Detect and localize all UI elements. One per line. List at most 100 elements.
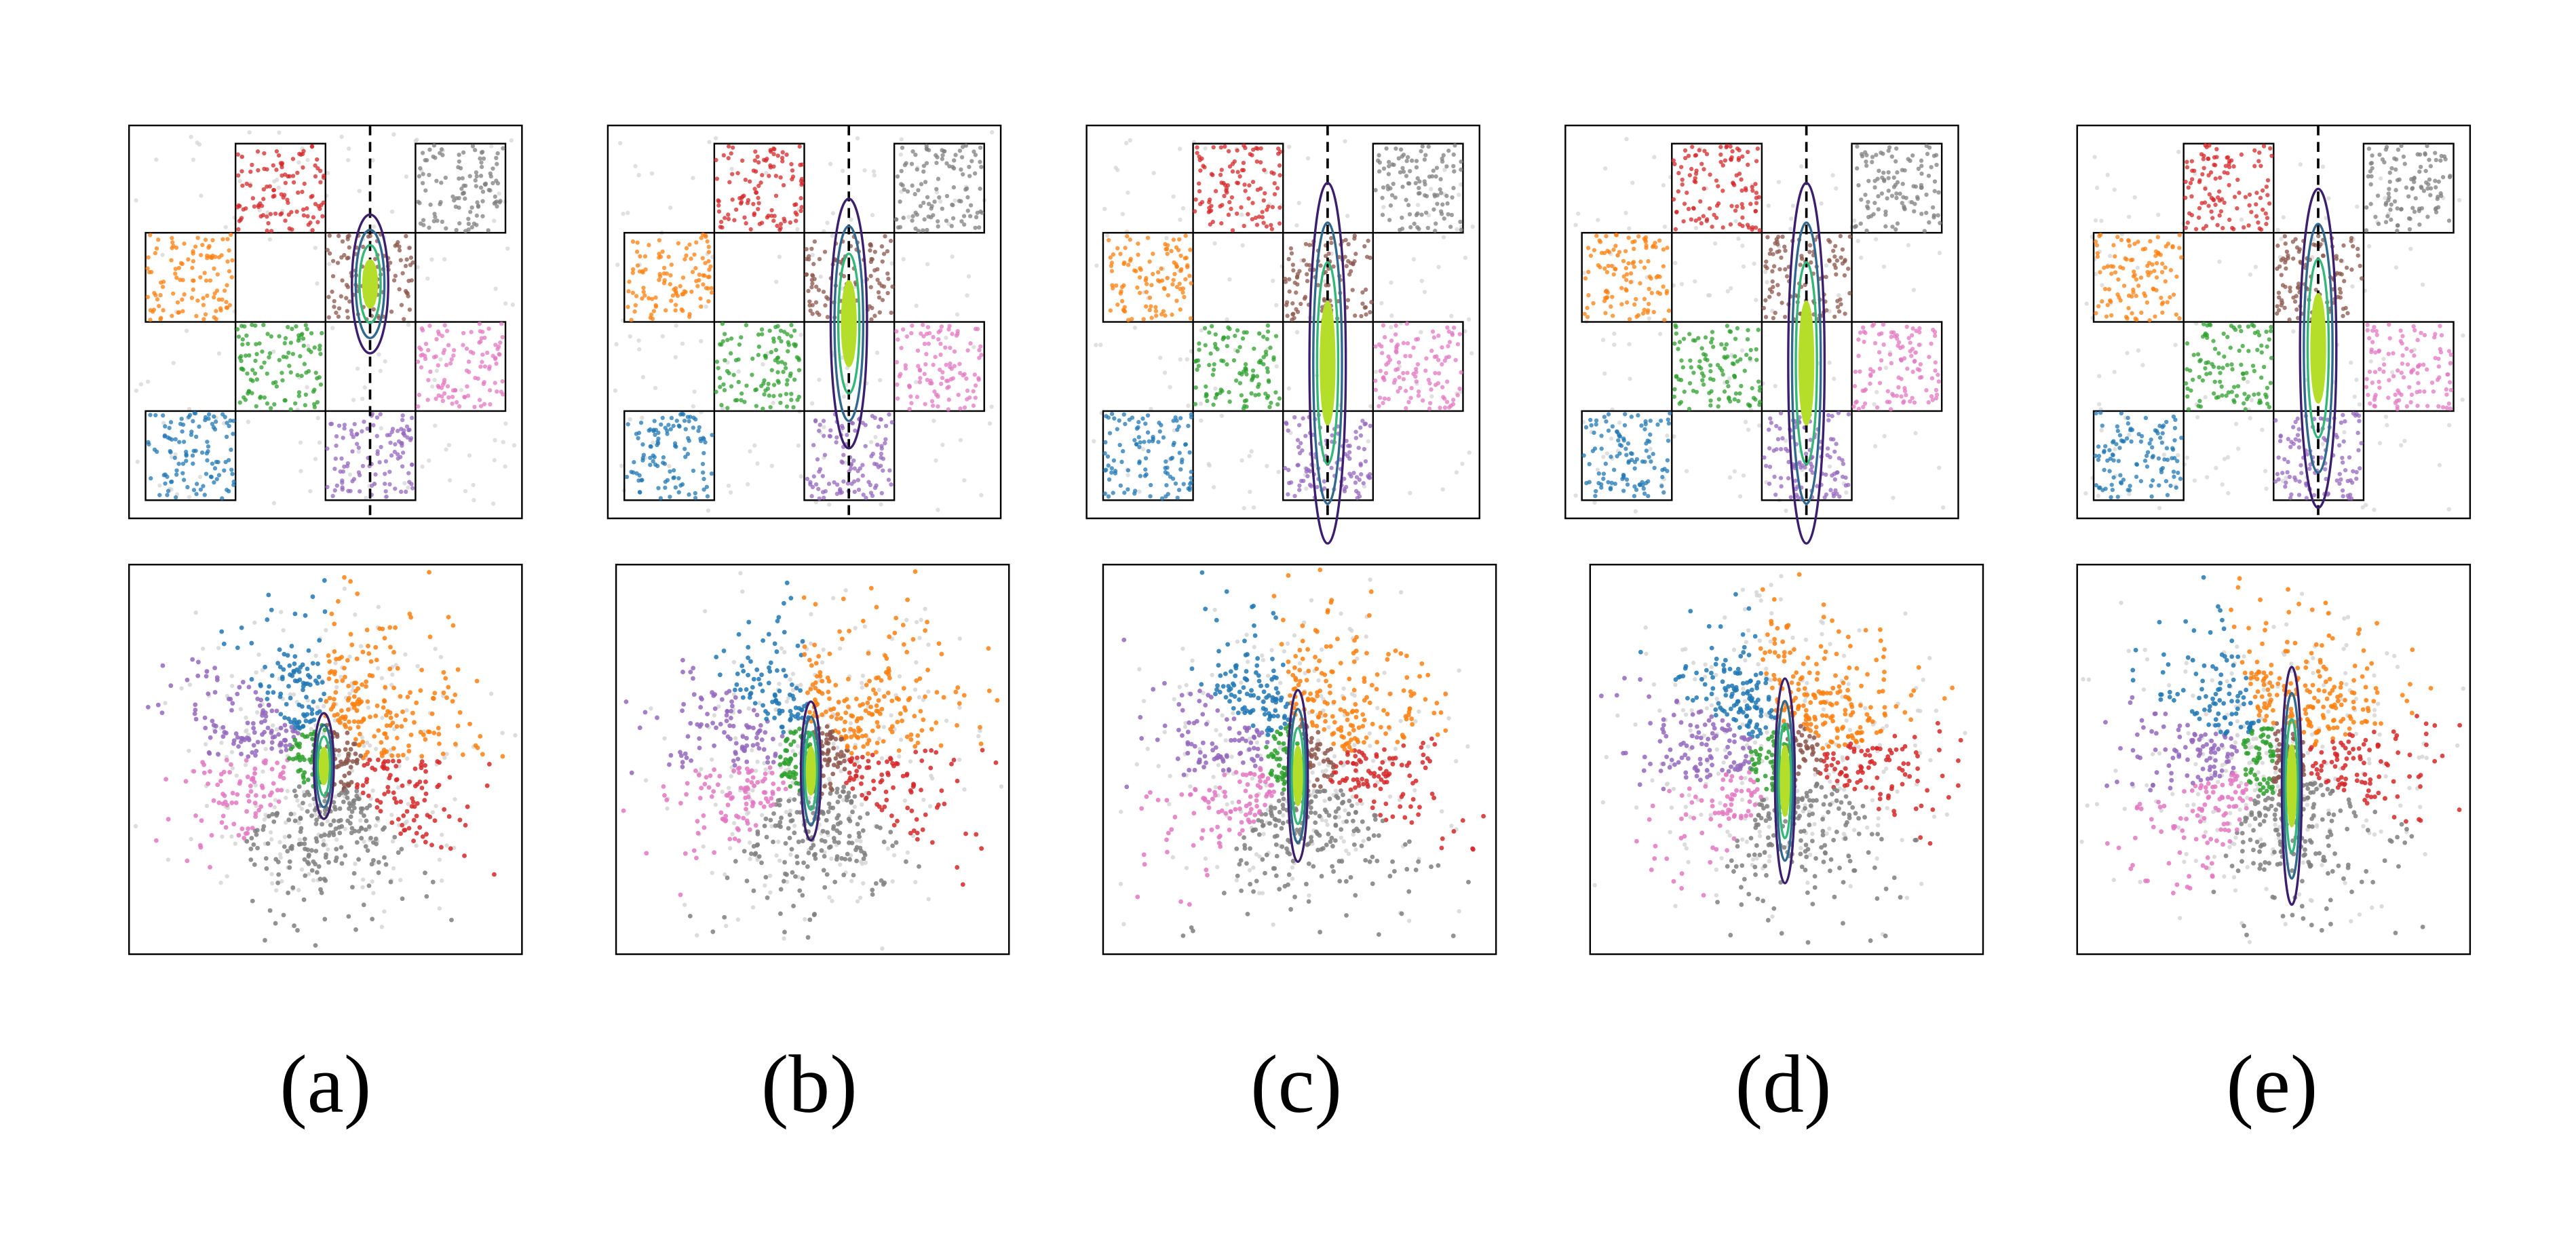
sample-point — [1178, 467, 1183, 472]
background-point — [1381, 205, 1386, 210]
background-point — [615, 263, 620, 267]
background-point — [691, 176, 695, 180]
sample-point — [225, 487, 229, 493]
sample-point — [1329, 465, 1334, 470]
sample-point — [1368, 471, 1372, 477]
sample-point — [678, 284, 683, 288]
sample-point — [775, 153, 780, 158]
sample-point — [799, 208, 803, 214]
sample-point — [2174, 312, 2178, 317]
sample-point — [1183, 442, 1189, 447]
sample-point — [1357, 494, 1362, 499]
sample-point — [2096, 304, 2101, 309]
sample-point — [1188, 316, 1193, 321]
sample-point — [1753, 209, 1758, 214]
sample-point — [299, 152, 303, 157]
sample-point — [241, 367, 246, 372]
sample-point — [1277, 163, 1282, 168]
sample-point — [827, 433, 832, 438]
sample-point — [2448, 174, 2453, 178]
background-point — [2140, 363, 2145, 368]
sample-point — [1895, 170, 1900, 175]
sample-point — [2448, 387, 2454, 393]
sample-point — [1383, 370, 1389, 376]
sample-point — [2095, 251, 2100, 256]
sample-point — [1358, 425, 1363, 430]
sample-point — [1119, 289, 1123, 294]
sample-point — [828, 428, 833, 433]
sample-point — [856, 487, 862, 493]
sample-point — [2358, 263, 2362, 269]
sample-point — [1362, 446, 1367, 452]
sample-point — [1604, 419, 1609, 424]
sample-point — [1423, 153, 1428, 157]
sample-point — [2409, 368, 2414, 374]
sample-point — [1646, 301, 1651, 307]
sample-point — [495, 347, 500, 351]
sample-point — [2438, 158, 2443, 163]
sample-point — [1301, 258, 1306, 263]
background-point — [1449, 313, 1454, 318]
sample-point — [875, 267, 880, 272]
checker-cell — [145, 231, 237, 323]
sample-point — [1646, 479, 1651, 484]
background-point — [199, 193, 204, 198]
sample-point — [876, 290, 881, 295]
sample-point — [2211, 197, 2216, 202]
sample-point — [1740, 205, 1745, 210]
sample-point — [1627, 317, 1632, 322]
sample-point — [425, 398, 430, 402]
sample-point — [925, 325, 931, 330]
sample-point — [1777, 426, 1782, 431]
sample-point — [1889, 330, 1894, 335]
sample-point — [1628, 279, 1633, 284]
sample-point — [1773, 311, 1777, 315]
sample-point — [747, 179, 752, 184]
sample-point — [1442, 358, 1447, 363]
sample-point — [651, 309, 657, 313]
sample-point — [880, 259, 885, 264]
sample-point — [771, 164, 776, 169]
sample-point — [2439, 153, 2444, 159]
background-point — [237, 178, 242, 184]
sample-point — [921, 163, 927, 168]
sample-point — [1165, 251, 1170, 256]
background-point — [2245, 379, 2250, 385]
sample-point — [1685, 191, 1689, 195]
sample-point — [2199, 201, 2204, 206]
sample-point — [2366, 392, 2370, 398]
background-point — [2173, 343, 2178, 347]
sample-point — [1176, 488, 1182, 493]
sample-point — [1729, 204, 1734, 208]
background-point — [377, 352, 381, 357]
sample-point — [2383, 220, 2389, 225]
sample-point — [2436, 179, 2441, 184]
sample-point — [2230, 225, 2235, 231]
sample-point — [1157, 421, 1161, 425]
sample-point — [756, 183, 761, 189]
sample-point — [661, 265, 667, 271]
sample-point — [225, 237, 230, 242]
sample-point — [2121, 266, 2126, 271]
sample-point — [1166, 492, 1170, 497]
sample-point — [2107, 469, 2112, 474]
sample-point — [1265, 336, 1269, 341]
sample-point — [1405, 370, 1410, 375]
sample-point — [281, 354, 286, 360]
background-point — [276, 185, 281, 190]
sample-point — [1754, 358, 1759, 362]
sample-point — [204, 278, 209, 283]
sample-point — [1261, 334, 1266, 339]
background-point — [2275, 227, 2280, 233]
sample-point — [1927, 355, 1931, 360]
sample-point — [1642, 236, 1647, 242]
background-point — [637, 347, 642, 352]
sample-point — [2243, 195, 2248, 199]
background-point — [184, 328, 189, 333]
sample-point — [301, 149, 306, 153]
background-point — [2408, 246, 2413, 252]
sample-point — [2269, 324, 2273, 330]
sample-point — [1438, 177, 1443, 182]
sample-point — [885, 271, 890, 276]
